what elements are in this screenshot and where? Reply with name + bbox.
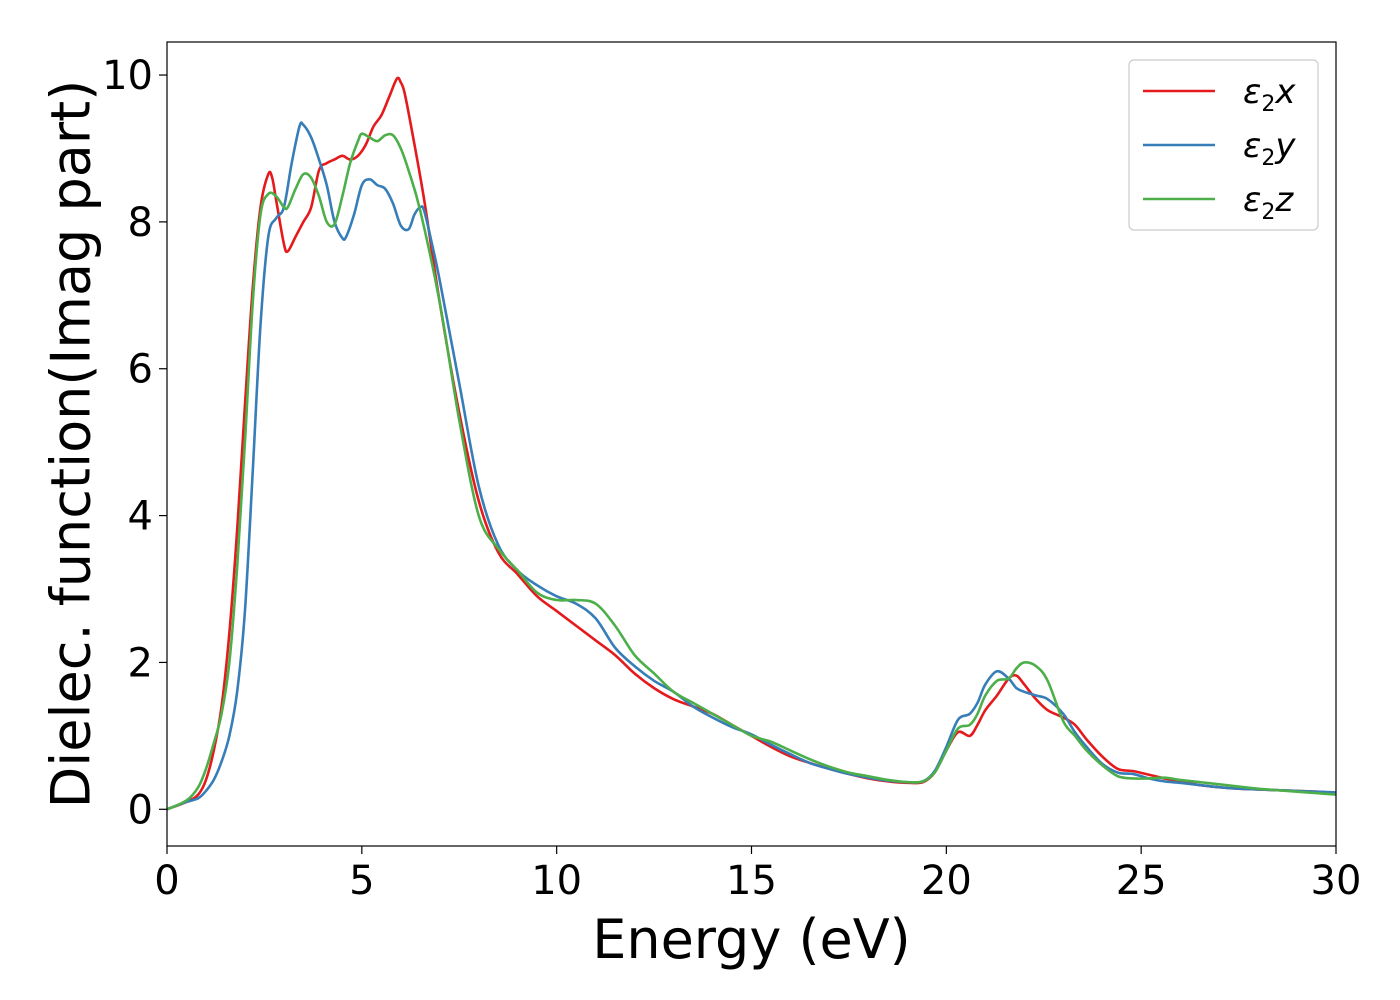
series-layer xyxy=(167,76,1336,811)
legend-label: ε2z xyxy=(1243,180,1294,225)
legend-label: ε2x xyxy=(1243,72,1296,117)
x-tick-label: 5 xyxy=(349,858,374,904)
y-axis-label: Dielec. function(Imag part) xyxy=(40,80,103,809)
x-tick-label: 15 xyxy=(726,858,777,904)
x-tick-label: 0 xyxy=(154,858,179,904)
series-line-x xyxy=(167,76,1336,811)
series-line-z xyxy=(167,132,1336,811)
y-tick-label: 0 xyxy=(128,787,153,833)
legend-box xyxy=(1128,59,1319,231)
legend-label: ε2y xyxy=(1243,126,1296,171)
x-tick-label: 10 xyxy=(531,858,582,904)
x-axis: 0 5 10 15 20 25 30 xyxy=(154,846,1361,904)
y-tick-label: 8 xyxy=(128,200,153,246)
x-axis-label: Energy (eV) xyxy=(592,908,911,971)
x-tick-label: 30 xyxy=(1311,858,1362,904)
x-tick-label: 25 xyxy=(1116,858,1167,904)
y-tick-label: 6 xyxy=(128,347,153,393)
x-tick-label: 20 xyxy=(921,858,972,904)
legend-item-y: ε2y xyxy=(1143,126,1296,171)
series-line-y xyxy=(167,121,1336,811)
legend: ε2x ε2y ε2z xyxy=(1128,59,1319,231)
legend-item-x: ε2x xyxy=(1143,72,1296,117)
y-axis: 0 2 4 6 8 10 xyxy=(102,53,167,833)
y-tick-label: 4 xyxy=(128,494,153,540)
y-tick-label: 10 xyxy=(102,53,153,99)
y-tick-label: 2 xyxy=(128,640,153,686)
legend-item-z: ε2z xyxy=(1143,180,1294,225)
